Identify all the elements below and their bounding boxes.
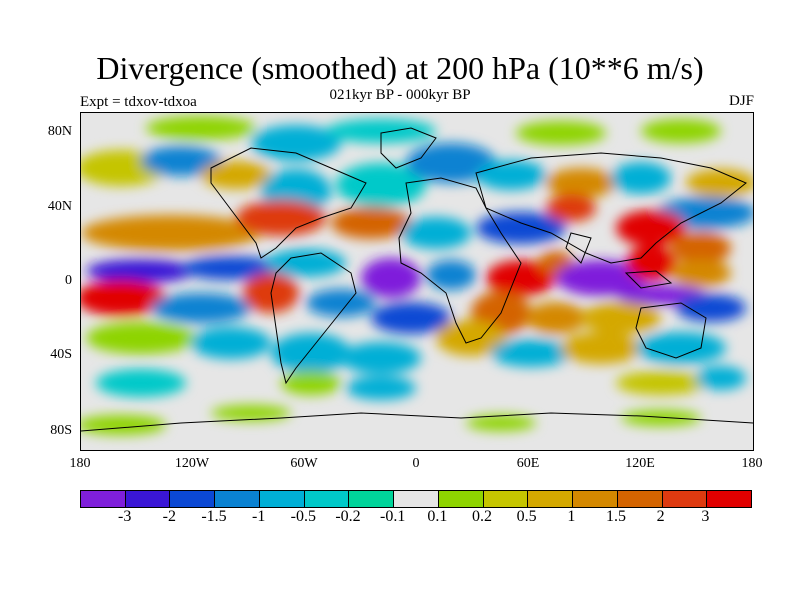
colorbar-swatch: [304, 491, 350, 507]
colorbar-swatch: [662, 491, 708, 507]
colorbar-swatch: [81, 491, 126, 507]
colorbar-label: 0.5: [516, 508, 537, 525]
colorbar-label: -1.5: [201, 508, 227, 525]
season-label: DJF: [728, 93, 754, 109]
lon-label-60w: 60W: [290, 456, 318, 471]
colorbar-swatch: [125, 491, 171, 507]
colorbar-swatch: [438, 491, 484, 507]
experiment-label: Expt = tdxov-tdxoa: [80, 94, 197, 110]
colorbar-swatch: [215, 491, 260, 507]
lon-label-180e: 180: [741, 456, 763, 471]
lat-label-40n: 40N: [47, 199, 72, 214]
colorbar-label: -0.2: [335, 508, 361, 525]
colorbar-label: 2: [656, 508, 665, 525]
lon-label-60e: 60E: [516, 456, 540, 471]
plot-title: Divergence (smoothed) at 200 hPa (10**6 …: [96, 50, 704, 86]
lon-label-0: 0: [412, 456, 420, 471]
lon-label-180w: 180: [69, 456, 91, 471]
colorbar-swatch: [483, 491, 529, 507]
colorbar-label: -0.5: [290, 508, 316, 525]
colorbar-swatch: [170, 491, 216, 507]
colorbar-swatch: [617, 491, 663, 507]
colorbar-swatch: [707, 491, 752, 507]
lat-label-80s: 80S: [50, 423, 72, 438]
colorbar-label: 1: [567, 508, 576, 525]
lon-label-120w: 120W: [174, 456, 210, 471]
lat-label-80n: 80N: [47, 124, 72, 139]
colorbar-label: 0.1: [427, 508, 448, 525]
divergence-field: [81, 116, 753, 435]
lat-label-0: 0: [65, 273, 72, 288]
colorbar-label: 0.2: [472, 508, 492, 525]
colorbar-swatch: [259, 491, 305, 507]
colorbar: [80, 490, 752, 508]
colorbar-swatch: [349, 491, 395, 507]
lon-label-120e: 120E: [625, 456, 655, 471]
colorbar-label: -0.1: [379, 508, 406, 525]
colorbar-swatch: [573, 491, 618, 507]
colorbar-label: 1.5: [606, 508, 626, 525]
map-canvas: [81, 113, 753, 450]
colorbar-label: -2: [162, 508, 176, 525]
colorbar-label: 3: [701, 508, 710, 525]
divergence-map: [80, 112, 754, 451]
colorbar-label: -1: [251, 508, 266, 525]
time-period-label: 021kyr BP - 000kyr BP: [329, 87, 471, 103]
lat-label-40s: 40S: [50, 347, 72, 362]
colorbar-swatch: [528, 491, 574, 507]
coastlines: [81, 127, 753, 432]
colorbar-swatch: [394, 491, 439, 507]
colorbar-label: -3: [117, 508, 132, 525]
